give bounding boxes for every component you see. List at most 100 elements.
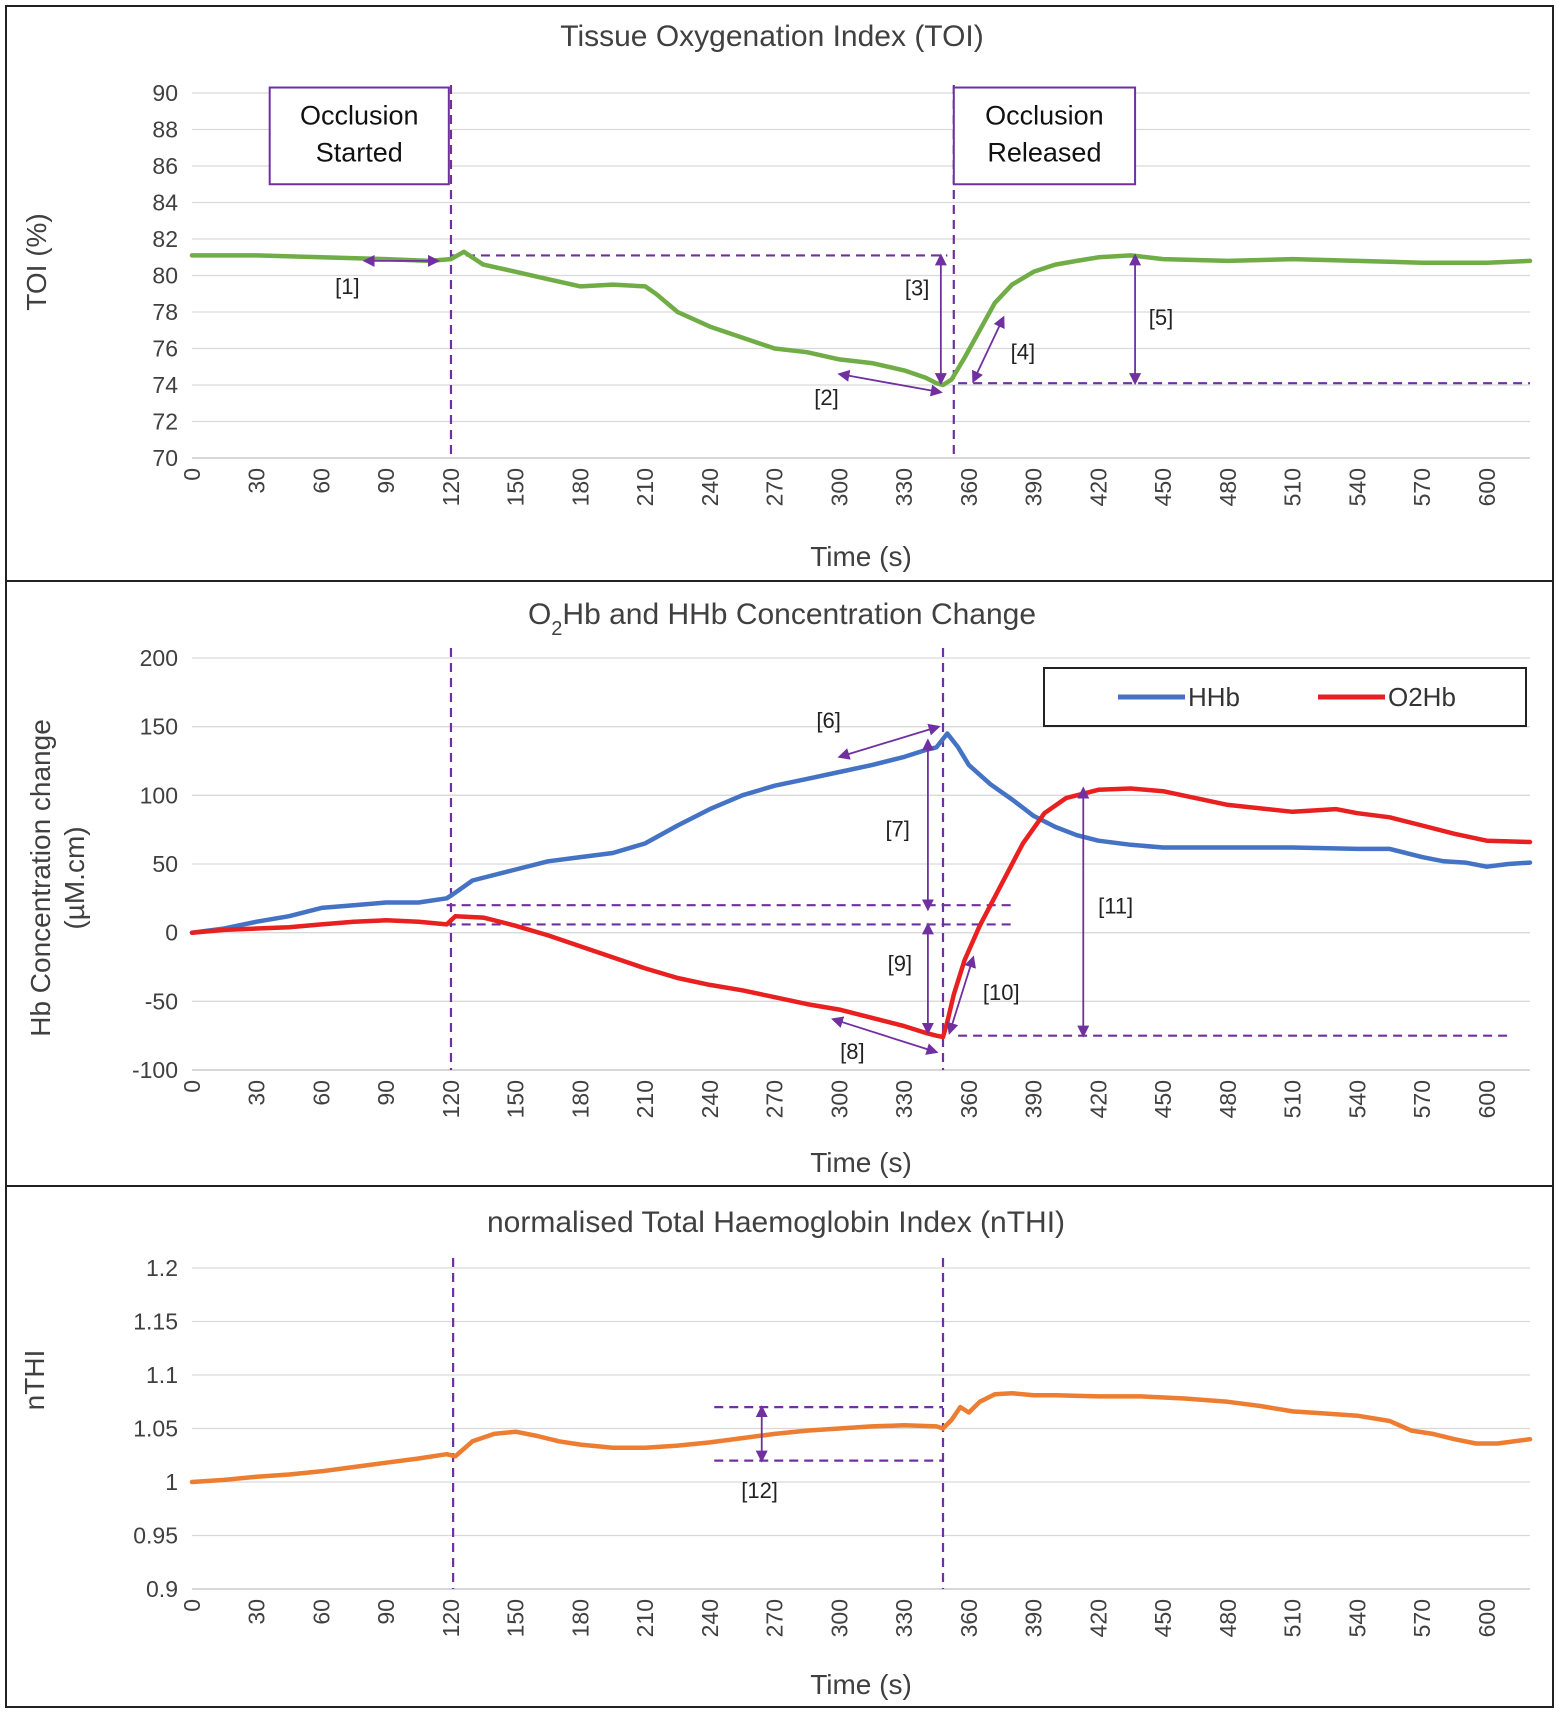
- hb-x-tick-label: 150: [503, 1080, 529, 1118]
- nthi-x-tick-label: 150: [503, 1599, 529, 1637]
- toi-y-tick-label: 80: [152, 263, 178, 289]
- hb-y-tick-label: 0: [165, 920, 178, 946]
- toi-x-tick-label: 540: [1344, 468, 1370, 506]
- nthi-x-tick-label: 120: [438, 1599, 464, 1637]
- nthi-x-tick-label: 360: [956, 1599, 982, 1637]
- toi-annotation-label: [1]: [335, 274, 359, 299]
- nthi-y-tick-label: 1.05: [133, 1416, 178, 1442]
- nthi-x-tick-label: 390: [1021, 1599, 1047, 1637]
- toi-x-tick-label: 480: [1215, 468, 1241, 506]
- toi-x-tick-label: 600: [1474, 468, 1500, 506]
- toi-y-tick-label: 86: [152, 153, 178, 179]
- toi-x-tick-label: 390: [1021, 468, 1047, 506]
- hb-annotation-label: [6]: [816, 708, 840, 733]
- nthi-x-tick-label: 420: [1085, 1599, 1111, 1637]
- nthi-y-tick-label: 0.95: [133, 1523, 178, 1549]
- nthi-series-line: [189, 1390, 1533, 1485]
- hb-annotation-arrow: [946, 955, 976, 1035]
- hb-concentration-panel: O2Hb and HHb Concentration Change -100 -5…: [5, 580, 1554, 1187]
- toi-y-tick-label: 90: [152, 80, 178, 106]
- toi-panel-border: [5, 5, 1554, 582]
- toi-y-tick-label: 78: [152, 299, 178, 325]
- hb-x-tick-label: 360: [956, 1080, 982, 1118]
- toi-x-tick-label: 360: [956, 468, 982, 506]
- toi-x-tick-label: 150: [503, 468, 529, 506]
- nthi-y-tick-label: 1.2: [146, 1255, 178, 1281]
- toi-y-axis-title: TOI (%): [21, 213, 52, 310]
- hb-annotation-arrow: [837, 723, 941, 760]
- hb-x-tick-label: 60: [308, 1080, 334, 1106]
- hb-annotation-arrow: [831, 1016, 939, 1055]
- toi-x-tick-label: 60: [308, 468, 334, 494]
- nthi-x-tick-label: 450: [1150, 1599, 1176, 1637]
- occlusion-started-box: Occlusion Started: [268, 86, 450, 186]
- nthi-y-tick-label: 1: [165, 1469, 178, 1495]
- toi-annotation-arrow: [972, 315, 1005, 384]
- toi-x-tick-label: 450: [1150, 468, 1176, 506]
- hb-x-tick-label: 270: [762, 1080, 788, 1118]
- hb-y-tick-label: 100: [140, 782, 178, 808]
- toi-annotation-label: [4]: [1011, 339, 1035, 364]
- nthi-panel-border: [5, 1185, 1554, 1708]
- toi-x-tick-label: 420: [1085, 468, 1111, 506]
- nthi-x-tick-label: 480: [1215, 1599, 1241, 1637]
- nthi-y-axis-title: nTHI: [19, 1350, 50, 1411]
- toi-x-tick-label: 30: [244, 468, 270, 494]
- hb-y-tick-label: -50: [145, 988, 178, 1014]
- o2hb-legend-label: O2Hb: [1388, 682, 1456, 712]
- hb-annotation-label: [9]: [888, 951, 912, 976]
- hb-y-tick-label: 150: [140, 714, 178, 740]
- hb-x-tick-label: 480: [1215, 1080, 1241, 1118]
- hb-y-axis-title-line2: (µM.cm): [59, 826, 90, 929]
- toi-y-tick-label: 88: [152, 117, 178, 143]
- toi-x-tick-label: 120: [438, 468, 464, 506]
- toi-x-tick-label: 90: [373, 468, 399, 494]
- hb-y-tick-label: 50: [152, 851, 178, 877]
- nthi-x-tick-label: 540: [1344, 1599, 1370, 1637]
- nthi-chart-title: normalised Total Haemoglobin Index (nTHI…: [487, 1206, 1065, 1239]
- nthi-x-tick-label: 210: [632, 1599, 658, 1637]
- hb-x-axis-title: Time (s): [810, 1147, 912, 1178]
- nthi-x-tick-label: 0: [179, 1599, 205, 1612]
- hb-x-tick-label: 180: [567, 1080, 593, 1118]
- nthi-y-tick-label: 1.1: [146, 1362, 178, 1388]
- occlusion-released-box: Occlusion Released: [952, 86, 1137, 186]
- hb-y-tick-label: 200: [140, 645, 178, 671]
- toi-x-axis-title: Time (s): [810, 541, 912, 572]
- toi-panel: Tissue Oxygenation Index (TOI) 70 72 74 76 7…: [5, 5, 1554, 582]
- hb-x-tick-label: 600: [1474, 1080, 1500, 1118]
- hb-x-tick-label: 420: [1085, 1080, 1111, 1118]
- toi-x-tick-label: 210: [632, 468, 658, 506]
- nthi-x-tick-label: 600: [1474, 1599, 1500, 1637]
- nthi-y-tick-label: 0.9: [146, 1576, 178, 1602]
- toi-x-tick-label: 570: [1409, 468, 1435, 506]
- nthi-x-tick-label: 60: [308, 1599, 334, 1625]
- hb-x-tick-label: 240: [697, 1080, 723, 1118]
- hb-x-tick-label: 30: [244, 1080, 270, 1106]
- nthi-x-tick-label: 240: [697, 1599, 723, 1637]
- toi-y-tick-label: 84: [152, 190, 178, 216]
- toi-x-tick-label: 300: [826, 468, 852, 506]
- toi-y-tick-label: 76: [152, 336, 178, 362]
- nthi-x-tick-label: 300: [826, 1599, 852, 1637]
- hb-chart-title: O2Hb and HHb Concentration Change: [528, 598, 1036, 640]
- nthi-annotation-label: [12]: [741, 1478, 778, 1503]
- nthi-x-tick-label: 570: [1409, 1599, 1435, 1637]
- hb-annotation-label: [11]: [1098, 893, 1133, 918]
- toi-y-tick-label: 74: [152, 372, 178, 398]
- hb-annotation-label: [8]: [840, 1039, 864, 1064]
- hb-x-tick-label: 390: [1021, 1080, 1047, 1118]
- hb-x-tick-label: 0: [179, 1080, 205, 1093]
- toi-annotation-arrow: [837, 369, 943, 397]
- hb-x-tick-label: 450: [1150, 1080, 1176, 1118]
- toi-chart-title: Tissue Oxygenation Index (TOI): [560, 20, 984, 53]
- hb-x-tick-label: 540: [1344, 1080, 1370, 1118]
- occlusion-released-line2: Released: [987, 138, 1101, 168]
- nthi-x-tick-label: 270: [762, 1599, 788, 1637]
- hb-annotation-label: [10]: [983, 980, 1020, 1005]
- toi-annotation-label: [2]: [814, 385, 838, 410]
- nthi-x-tick-label: 30: [244, 1599, 270, 1625]
- hb-x-tick-label: 510: [1280, 1080, 1306, 1118]
- toi-y-tick-label: 72: [152, 409, 178, 435]
- hb-y-axis-title-line1: Hb Concentration change: [25, 719, 56, 1037]
